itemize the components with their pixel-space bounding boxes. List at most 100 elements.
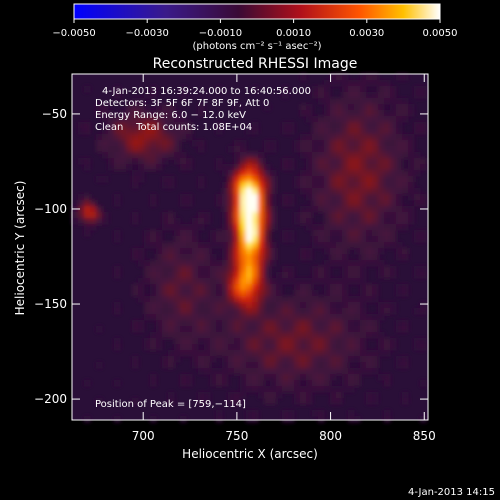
heatmap-cell xyxy=(198,104,205,111)
heatmap-cell xyxy=(348,272,355,279)
heatmap-cell xyxy=(396,146,403,153)
heatmap-cell xyxy=(300,170,307,177)
heatmap-cell xyxy=(156,248,163,255)
heatmap-cell xyxy=(306,134,313,141)
heatmap-cell xyxy=(180,158,187,165)
heatmap-cell xyxy=(168,146,175,153)
heatmap-cell xyxy=(252,326,259,333)
heatmap-cell xyxy=(132,128,139,135)
heatmap-cell xyxy=(186,344,193,351)
heatmap-cell xyxy=(288,332,295,339)
heatmap-cell xyxy=(198,146,205,153)
heatmap-cell xyxy=(390,158,397,165)
heatmap-cell xyxy=(234,356,241,363)
heatmap-cell xyxy=(84,224,91,231)
heatmap-cell xyxy=(306,392,313,399)
heatmap-cell xyxy=(222,188,229,195)
heatmap-cell xyxy=(132,254,139,261)
heatmap-cell xyxy=(222,380,229,387)
heatmap-cell xyxy=(210,350,217,357)
heatmap-cell xyxy=(360,236,367,243)
heatmap-cell xyxy=(234,236,241,243)
heatmap-cell xyxy=(360,332,367,339)
heatmap-cell xyxy=(258,152,265,159)
heatmap-cell xyxy=(252,188,259,195)
heatmap-cell xyxy=(354,218,361,225)
heatmap-cell xyxy=(294,218,301,225)
heatmap-cell xyxy=(348,302,355,309)
heatmap-cell xyxy=(360,278,367,285)
heatmap-cell xyxy=(156,326,163,333)
heatmap-cell xyxy=(414,200,421,207)
heatmap-cell xyxy=(354,230,361,237)
heatmap-cell xyxy=(138,128,145,135)
heatmap-cell xyxy=(216,410,223,417)
heatmap-cell xyxy=(216,380,223,387)
heatmap-cell xyxy=(138,296,145,303)
heatmap-cell xyxy=(252,248,259,255)
heatmap-cell xyxy=(234,224,241,231)
heatmap-cell xyxy=(372,290,379,297)
heatmap-cell xyxy=(348,236,355,243)
heatmap-cell xyxy=(288,368,295,375)
heatmap-cell xyxy=(258,308,265,315)
heatmap-cell xyxy=(384,98,391,105)
heatmap-cell xyxy=(246,188,253,195)
heatmap-cell xyxy=(252,350,259,357)
heatmap-cell xyxy=(264,284,271,291)
heatmap-cell xyxy=(258,188,265,195)
heatmap-cell xyxy=(270,260,277,267)
heatmap-cell xyxy=(306,248,313,255)
heatmap-cell xyxy=(348,110,355,117)
heatmap-cell xyxy=(264,206,271,213)
heatmap-cell xyxy=(396,218,403,225)
heatmap-cell xyxy=(186,314,193,321)
heatmap-cell xyxy=(390,272,397,279)
heatmap-cell xyxy=(354,242,361,249)
heatmap-cell xyxy=(78,218,85,225)
heatmap-cell xyxy=(282,278,289,285)
heatmap-cell xyxy=(246,152,253,159)
heatmap-cell xyxy=(168,398,175,405)
heatmap-cell xyxy=(270,176,277,183)
heatmap-cell xyxy=(186,158,193,165)
heatmap-cell xyxy=(366,236,373,243)
heatmap-cell xyxy=(198,320,205,327)
heatmap-cell xyxy=(312,410,319,417)
heatmap-cell xyxy=(150,200,157,207)
heatmap-cell xyxy=(246,176,253,183)
heatmap-cell xyxy=(384,176,391,183)
detectors-text: Detectors: 3F 5F 6F 7F 8F 9F, Att 0 xyxy=(95,98,269,109)
heatmap-cell xyxy=(312,152,319,159)
heatmap-cell xyxy=(174,326,181,333)
heatmap-cell xyxy=(276,332,283,339)
heatmap-cell xyxy=(390,134,397,141)
heatmap-cell xyxy=(252,212,259,219)
heatmap-cell xyxy=(222,242,229,249)
heatmap-cell xyxy=(228,242,235,249)
heatmap-cell xyxy=(354,380,361,387)
heatmap-cell xyxy=(156,236,163,243)
heatmap-cell xyxy=(282,158,289,165)
heatmap-cell xyxy=(336,224,343,231)
heatmap-cell xyxy=(360,296,367,303)
heatmap-cell xyxy=(282,344,289,351)
heatmap-cell xyxy=(132,182,139,189)
heatmap-cell xyxy=(228,176,235,183)
heatmap-cell xyxy=(300,188,307,195)
heatmap-cell xyxy=(192,266,199,273)
heatmap-cell xyxy=(144,104,151,111)
heatmap-cell xyxy=(348,218,355,225)
heatmap-cell xyxy=(150,236,157,243)
heatmap-cell xyxy=(384,308,391,315)
heatmap-cell xyxy=(246,212,253,219)
heatmap-cell xyxy=(384,338,391,345)
heatmap-cell xyxy=(336,98,343,105)
heatmap-cell xyxy=(114,140,121,147)
heatmap-cell xyxy=(210,368,217,375)
heatmap-cell xyxy=(360,272,367,279)
heatmap-cell xyxy=(168,218,175,225)
y-axis-label: Heliocentric Y (arcsec) xyxy=(13,181,27,316)
heatmap-cell xyxy=(354,188,361,195)
heatmap-cell xyxy=(396,212,403,219)
